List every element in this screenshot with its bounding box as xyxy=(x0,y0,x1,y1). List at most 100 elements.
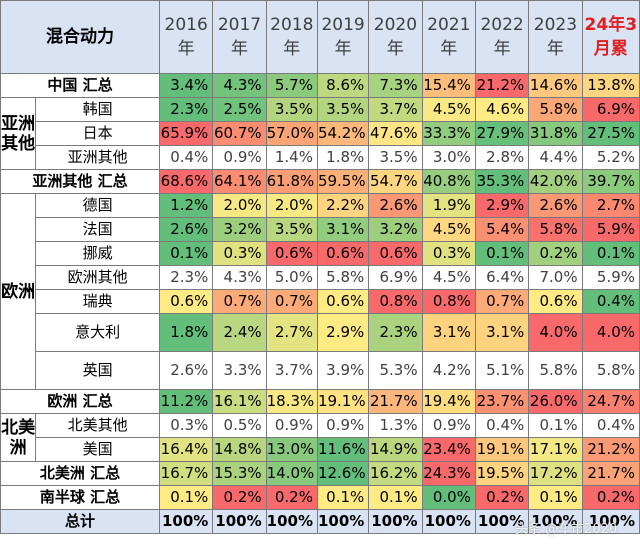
region-group-line1: 北美 xyxy=(1,417,36,438)
value-cell: 5.8% xyxy=(316,265,370,290)
value-cell: 0.7% xyxy=(212,289,267,314)
value-cell: 16.1% xyxy=(212,389,267,414)
table-row: 瑞典 0.6% 0.7% 0.7% 0.6% 0.8% 0.8% 0.7% 0.6% 0.4% xyxy=(1,289,640,314)
value-cell: 42.0% xyxy=(528,169,583,194)
value-cell: 0.5% xyxy=(212,413,267,438)
value-cell: 4.6% xyxy=(474,97,530,122)
value-cell: 16.4% xyxy=(158,437,214,462)
value-cell: 8.6% xyxy=(316,73,370,98)
value-cell: 0.9% xyxy=(316,413,370,438)
value-cell: 2.8% xyxy=(474,145,530,170)
value-cell: 0.4% xyxy=(158,145,214,170)
value-cell: 0.2% xyxy=(265,485,318,510)
value-cell: 59.5% xyxy=(316,169,370,194)
value-cell: 2.0% xyxy=(265,193,318,218)
value-cell: 15.3% xyxy=(212,461,267,486)
value-cell: 2.2% xyxy=(316,193,370,218)
row-label: 北美洲 汇总 xyxy=(0,461,160,486)
value-cell: 0.7% xyxy=(265,289,318,314)
hybrid-share-table: 混合动力 2016 年 2017 年 2018 年 2019 年 2020 年 2021 年 2022 年 2… xyxy=(0,0,640,534)
value-cell: 14.6% xyxy=(528,73,583,98)
value-cell: 0.9% xyxy=(265,413,318,438)
value-cell: 2.7% xyxy=(265,313,318,352)
value-cell: 100% xyxy=(474,509,530,534)
column-header-line1: 2018 xyxy=(270,15,314,35)
column-header-line2: 年 xyxy=(283,39,301,59)
row-label: 美国 xyxy=(35,437,160,462)
value-cell: 5.9% xyxy=(581,217,640,242)
value-cell: 27.9% xyxy=(474,121,530,146)
column-header: 2016 年 xyxy=(158,0,214,74)
value-cell: 3.0% xyxy=(421,145,476,170)
value-cell: 4.3% xyxy=(212,73,267,98)
value-cell: 5.3% xyxy=(368,351,423,390)
table-row: 总计 100% 100% 100% 100% 100% 100% 100% 100% 100% xyxy=(0,509,640,534)
value-cell: 26.0% xyxy=(528,389,583,414)
column-header: 2017 年 xyxy=(212,0,267,74)
column-header-line1: 2023 xyxy=(533,15,578,35)
row-label: 法国 xyxy=(35,217,160,242)
value-cell: 0.1% xyxy=(581,241,640,266)
value-cell: 0.8% xyxy=(421,289,476,314)
value-cell: 3.3% xyxy=(212,351,267,390)
value-cell: 68.6% xyxy=(158,169,214,194)
value-cell: 19.5% xyxy=(474,461,530,486)
table-title: 混合动力 xyxy=(0,0,160,74)
value-cell: 100% xyxy=(421,509,476,534)
value-cell: 60.7% xyxy=(212,121,267,146)
value-cell: 27.5% xyxy=(581,121,640,146)
value-cell: 0.4% xyxy=(581,289,640,314)
value-cell: 1.2% xyxy=(158,193,214,218)
column-header-line1: 2020 xyxy=(373,15,418,35)
value-cell: 13.0% xyxy=(265,437,318,462)
table-row: 意大利 1.8% 2.4% 2.7% 2.9% 2.3% 3.1% 3.1% 4.0% 4.0% xyxy=(1,313,640,352)
region-group-line2: 其他 xyxy=(1,133,36,154)
value-cell: 6.9% xyxy=(581,97,640,122)
column-header-line2: 年 xyxy=(334,39,352,59)
region-group-label: 亚洲 其他 xyxy=(0,97,37,170)
value-cell: 14.8% xyxy=(212,437,267,462)
table-row: 亚洲其他 0.4% 0.9% 1.4% 1.8% 3.5% 3.0% 2.8% 4.4% 5.2% xyxy=(1,145,640,170)
row-label: 挪威 xyxy=(35,241,160,266)
region-group-label: 北美洲 xyxy=(0,413,37,462)
value-cell: 33.3% xyxy=(421,121,476,146)
column-header-line1: 2016 xyxy=(164,15,208,35)
value-cell: 17.1% xyxy=(528,437,583,462)
region-group-label: 欧洲 xyxy=(0,193,37,390)
value-cell: 47.6% xyxy=(368,121,423,146)
watermark: 头条 @车市2020 xyxy=(515,522,618,537)
value-cell: 0.6% xyxy=(265,241,318,266)
row-label: 德国 xyxy=(35,193,160,218)
table-row: 南半球 汇总 0.1% 0.2% 0.2% 0.1% 0.1% 0.0% 0.2% 0.1% 0.… xyxy=(0,485,640,510)
table-row: 英国 2.6% 3.3% 3.7% 3.9% 5.3% 4.2% 5.1% 5.8% 5.8% xyxy=(1,351,640,390)
value-cell: 5.8% xyxy=(581,351,640,390)
column-header-line1: 2019 xyxy=(321,15,365,35)
row-label: 日本 xyxy=(35,121,160,146)
value-cell: 100% xyxy=(368,509,423,534)
value-cell: 2.6% xyxy=(368,193,423,218)
value-cell: 0.9% xyxy=(421,413,476,438)
table-row: 挪威 0.1% 0.3% 0.6% 0.6% 0.6% 0.3% 0.1% 0.2% 0.1% xyxy=(1,241,640,266)
value-cell: 4.5% xyxy=(421,97,476,122)
value-cell: 54.7% xyxy=(368,169,423,194)
column-header-line2: 年 xyxy=(440,39,458,59)
table-row: 法国 2.6% 3.2% 3.5% 3.1% 3.2% 4.5% 5.4% 5.8% 5.9% xyxy=(1,217,640,242)
value-cell: 3.7% xyxy=(265,351,318,390)
value-cell: 21.2% xyxy=(474,73,530,98)
value-cell: 23.4% xyxy=(421,437,476,462)
value-cell: 4.5% xyxy=(421,265,476,290)
value-cell: 61.8% xyxy=(265,169,318,194)
table-row: 欧洲 德国 1.2% 2.0% 2.0% 2.2% 2.6% 1.9% 2.9% 2.6% 2.7% xyxy=(0,193,640,390)
value-cell: 7.0% xyxy=(528,265,583,290)
value-cell: 21.7% xyxy=(581,461,640,486)
value-cell: 3.1% xyxy=(421,313,476,352)
value-cell: 3.5% xyxy=(316,97,370,122)
value-cell: 16.2% xyxy=(368,461,423,486)
value-cell: 0.1% xyxy=(528,485,583,510)
column-header: 2023 年 xyxy=(528,0,583,74)
value-cell: 3.1% xyxy=(316,217,370,242)
value-cell: 2.3% xyxy=(158,265,214,290)
column-header: 2020 年 xyxy=(368,0,423,74)
value-cell: 40.8% xyxy=(421,169,476,194)
value-cell: 3.5% xyxy=(265,217,318,242)
